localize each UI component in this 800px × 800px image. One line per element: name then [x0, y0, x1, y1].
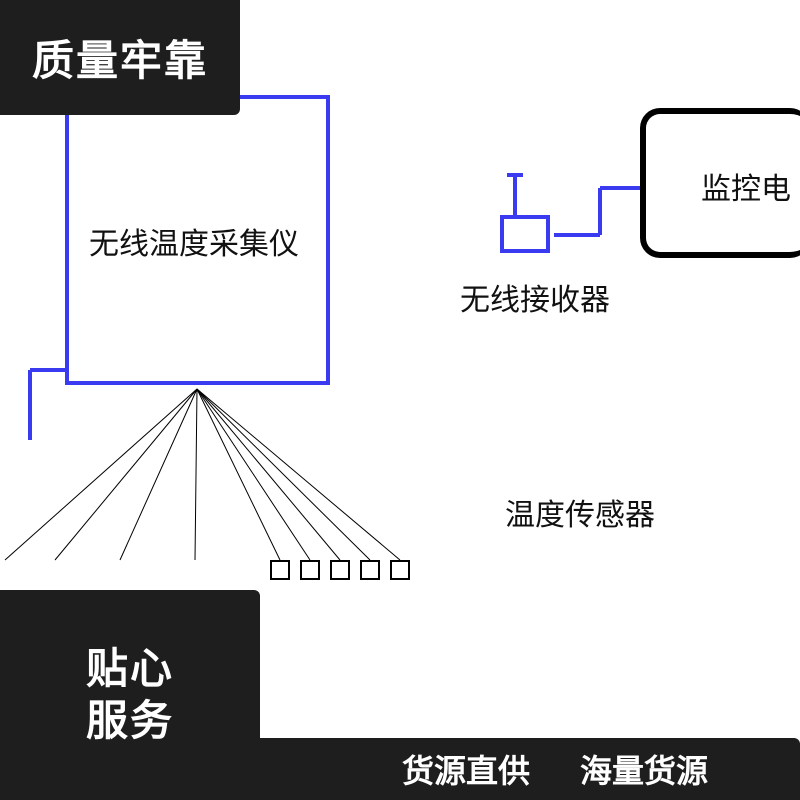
collector-label: 无线温度采集仪: [89, 219, 346, 263]
monitor-box: 监控电: [640, 108, 800, 258]
sensor-node: [270, 560, 290, 580]
collector-box: 无线温度采集仪: [65, 95, 330, 385]
badge-bottom-line2: 服务: [86, 695, 174, 748]
sensor-node: [330, 560, 350, 580]
badge-bottom-left: 贴心 服务: [0, 590, 260, 800]
bottom-bar-item: 货源直供: [402, 746, 530, 792]
sensor-label: 温度传感器: [505, 490, 655, 534]
badge-top-left: 质量牢靠: [0, 0, 240, 115]
badge-top-text: 质量牢靠: [32, 27, 208, 88]
bottom-bar-item: 海量货源: [580, 746, 708, 792]
receiver-box: [500, 215, 550, 253]
badge-bottom-line1: 贴心: [86, 643, 174, 696]
sensor-node: [390, 560, 410, 580]
sensor-node: [300, 560, 320, 580]
receiver-label: 无线接收器: [460, 275, 610, 319]
monitor-label: 监控电: [701, 164, 800, 208]
sensor-node: [360, 560, 380, 580]
diagram-canvas: 无线温度采集仪 无线接收器 监控电 温度传感器: [0, 0, 800, 800]
